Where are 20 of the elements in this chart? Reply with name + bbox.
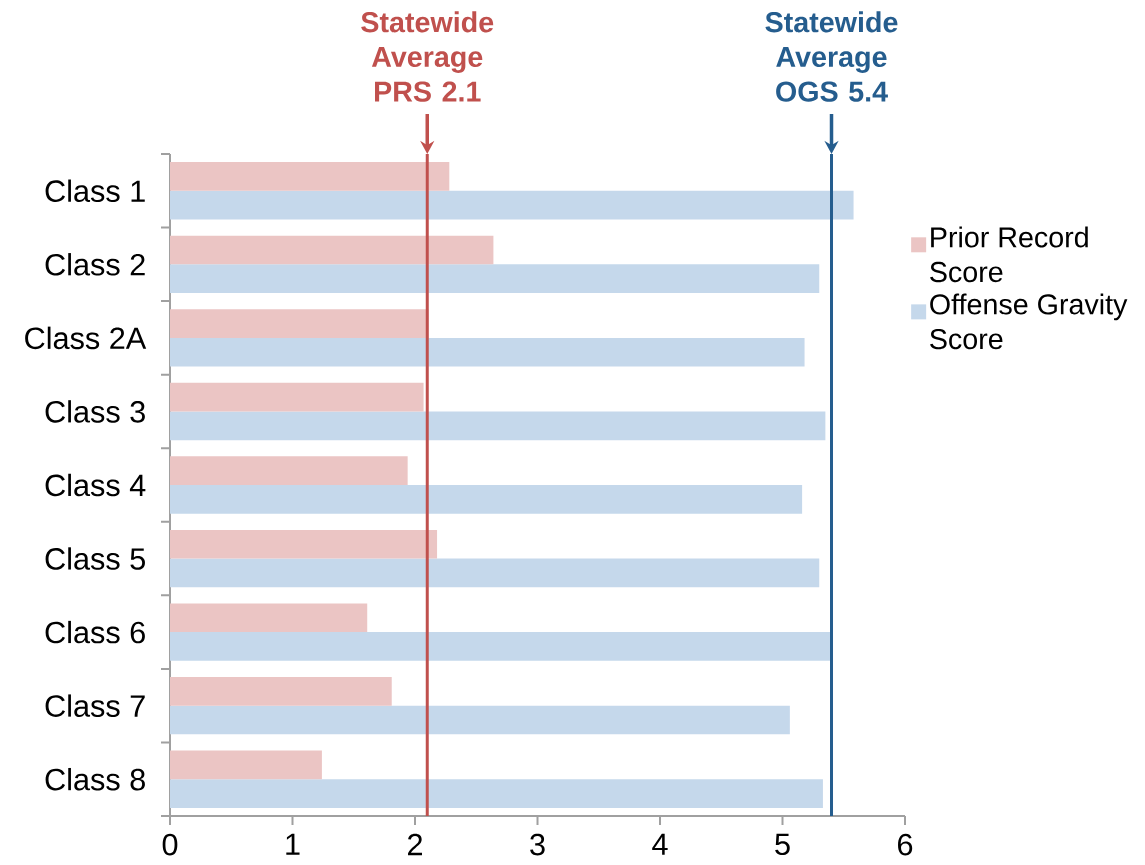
x-tick-label: 1 — [286, 833, 300, 855]
x-tick-label: 5 — [775, 833, 790, 856]
y-tick-label: Class 4 — [45, 473, 146, 497]
y-tick-label: Class 2A — [25, 326, 147, 350]
x-tick-label: 6 — [898, 833, 913, 856]
x-tick-label: 0 — [162, 833, 178, 856]
ref-line-label: Statewide Average OGS 5.4 — [765, 11, 898, 102]
legend-label: Prior Record Score — [930, 226, 1088, 283]
y-tick-label: Class 6 — [45, 620, 145, 644]
y-tick-label: Class 3 — [45, 400, 145, 423]
y-tick-label: Class 7 — [45, 694, 145, 717]
ref-line-label: Statewide Average PRS 2.1 — [361, 11, 494, 102]
y-tick-label: Class 5 — [45, 547, 145, 570]
legend-label: Offense Gravity Score — [930, 293, 1128, 350]
x-tick-label: 4 — [652, 833, 668, 855]
y-tick-label: Class 2 — [45, 253, 145, 276]
x-tick-label: 3 — [530, 833, 545, 856]
y-tick-label: Class 8 — [45, 767, 145, 791]
x-tick-label: 2 — [408, 833, 422, 856]
y-tick-label: Class 1 — [45, 179, 145, 203]
